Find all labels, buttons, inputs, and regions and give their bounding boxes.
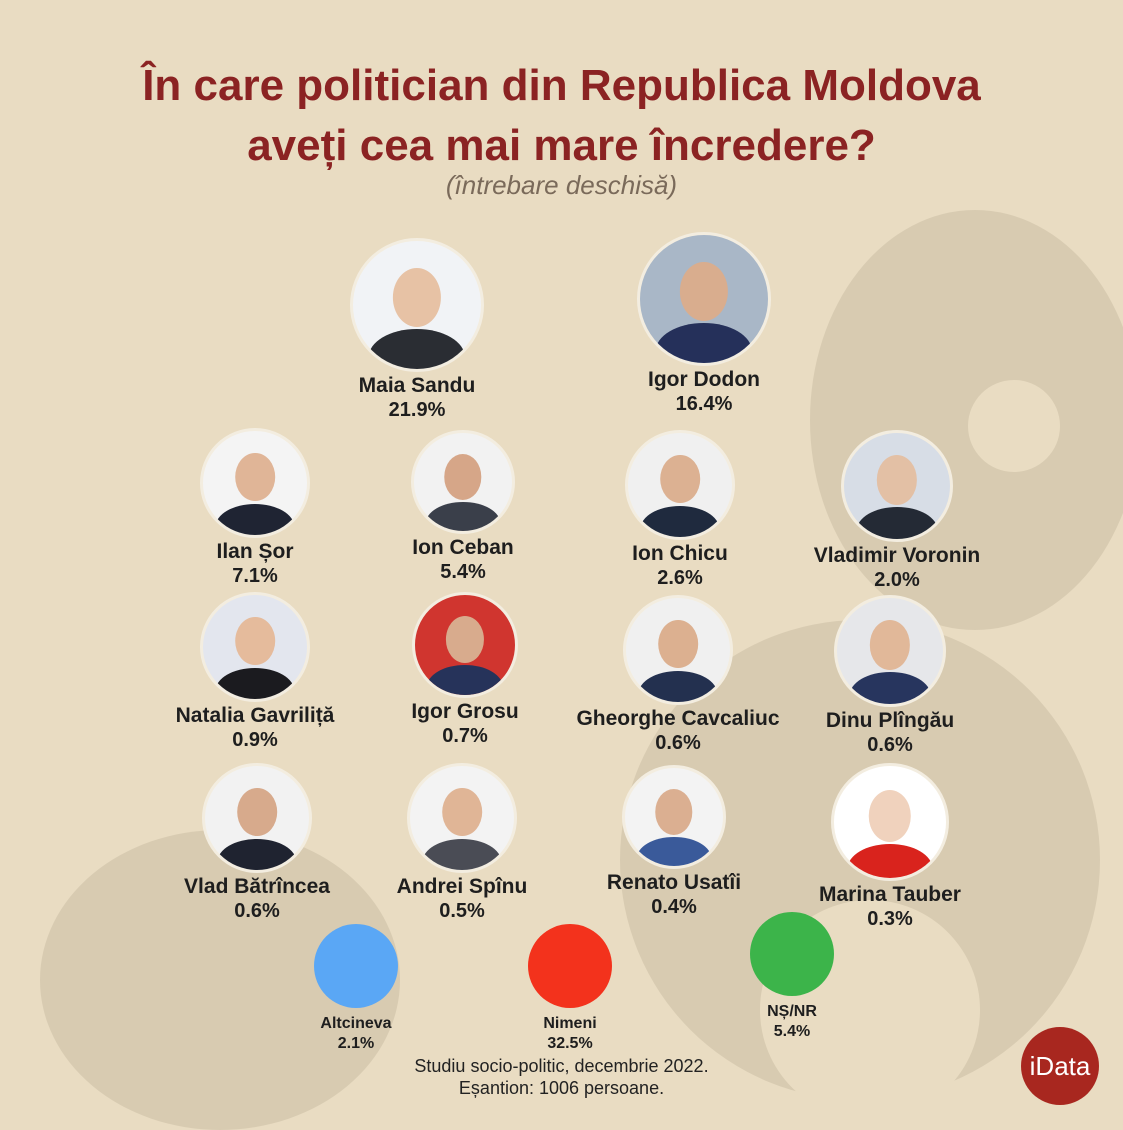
- politician-value-label: 0.7%: [442, 725, 488, 747]
- politician-photo: [202, 763, 312, 873]
- footer-line2: Eșantion: 1006 persoane.: [458, 1078, 665, 1098]
- chart-title: În care politician din Republica Moldova: [142, 61, 981, 110]
- politician-name: Marina Tauber: [819, 883, 961, 906]
- politician-card: Vlad Bătrîncea 0.6%: [137, 763, 377, 923]
- politician-card: Ilan Șor 7.1%: [135, 428, 375, 588]
- politician-photo: [350, 238, 484, 372]
- politician-value-label: 21.9%: [388, 399, 446, 421]
- politician-value-label: 2.6%: [657, 567, 703, 589]
- politician-card: Igor Grosu 0.7%: [345, 592, 585, 748]
- answer-label: NȘ/NR 5.4%: [712, 1002, 872, 1042]
- politician-photo: [623, 595, 733, 705]
- politician-photo: [412, 592, 518, 698]
- politician-name: Vladimir Voronin: [813, 544, 981, 567]
- politician-photo: [407, 763, 517, 873]
- bg-circle-hole: [968, 380, 1060, 472]
- chart-title-line2: aveți cea mai mare încredere?: [247, 121, 876, 170]
- politician-photo: [625, 430, 735, 540]
- answer-dot: [528, 924, 612, 1008]
- answer-label: Altcineva 2.1%: [276, 1014, 436, 1054]
- answer-value-label: 2.1%: [337, 1035, 375, 1052]
- politician-value-label: 2.0%: [874, 569, 920, 591]
- politician-value-label: 0.3%: [867, 908, 913, 930]
- politician-name: Renato Usatîi: [606, 871, 742, 894]
- answer-value-label: 32.5%: [547, 1035, 593, 1052]
- politician-value-label: 5.4%: [440, 561, 486, 583]
- politician-photo: [834, 595, 946, 707]
- politician-card: Andrei Spînu 0.5%: [342, 763, 582, 923]
- politician-value-label: 0.4%: [651, 896, 697, 918]
- politician-value-label: 16.4%: [675, 393, 733, 415]
- politician-card: Vladimir Voronin 2.0%: [777, 430, 1017, 592]
- answer-name: Altcineva: [320, 1015, 392, 1032]
- politician-card: Gheorghe Cavcaliuc 0.6%: [558, 595, 798, 755]
- politician-photo: [841, 430, 953, 542]
- politician-card: Ion Ceban 5.4%: [343, 430, 583, 584]
- idata-logo: iData: [1021, 1027, 1099, 1105]
- politician-photo: [637, 232, 771, 366]
- answer-label: Nimeni 32.5%: [490, 1014, 650, 1054]
- politician-card: Igor Dodon 16.4%: [584, 232, 824, 416]
- politician-value-label: 7.1%: [232, 565, 278, 587]
- bg-circle-right: [810, 210, 1123, 630]
- politician-name: Igor Grosu: [411, 700, 519, 723]
- politician-name: Natalia Gavriliță: [175, 704, 335, 727]
- politician-photo: [831, 763, 949, 881]
- politician-photo: [622, 765, 726, 869]
- politician-value-label: 0.6%: [655, 732, 701, 754]
- answer-name: NȘ/NR: [767, 1003, 817, 1020]
- politician-card: Dinu Plîngău 0.6%: [770, 595, 1010, 757]
- politician-name: Maia Sandu: [358, 374, 476, 397]
- politician-card: Maia Sandu 21.9%: [297, 238, 537, 422]
- politician-name: Vlad Bătrîncea: [184, 875, 330, 898]
- politician-card: Marina Tauber 0.3%: [770, 763, 1010, 931]
- politician-photo: [200, 592, 310, 702]
- answer-dot: [314, 924, 398, 1008]
- politician-photo: [411, 430, 515, 534]
- footer-line1: Studiu socio-politic, decembrie 2022.: [414, 1056, 709, 1076]
- politician-name: Dinu Plîngău: [825, 709, 955, 732]
- politician-value-label: 0.5%: [439, 900, 485, 922]
- politician-value-label: 0.6%: [867, 734, 913, 756]
- politician-name: Ion Ceban: [412, 536, 514, 559]
- politician-photo: [200, 428, 310, 538]
- chart-subtitle: (întrebare deschisă): [445, 170, 678, 200]
- politician-name: Andrei Spînu: [396, 875, 528, 898]
- answer-dot: [750, 912, 834, 996]
- politician-value-label: 0.9%: [232, 729, 278, 751]
- politician-name: Gheorghe Cavcaliuc: [576, 707, 780, 730]
- answer-name: Nimeni: [543, 1015, 597, 1032]
- politician-name: Ilan Șor: [216, 540, 294, 563]
- politician-card: Ion Chicu 2.6%: [560, 430, 800, 590]
- politician-name: Igor Dodon: [648, 368, 760, 391]
- politician-card: Renato Usatîi 0.4%: [554, 765, 794, 919]
- politician-card: Natalia Gavriliță 0.9%: [135, 592, 375, 752]
- politician-value-label: 0.6%: [234, 900, 280, 922]
- politician-name: Ion Chicu: [632, 542, 728, 565]
- answer-value-label: 5.4%: [773, 1023, 811, 1040]
